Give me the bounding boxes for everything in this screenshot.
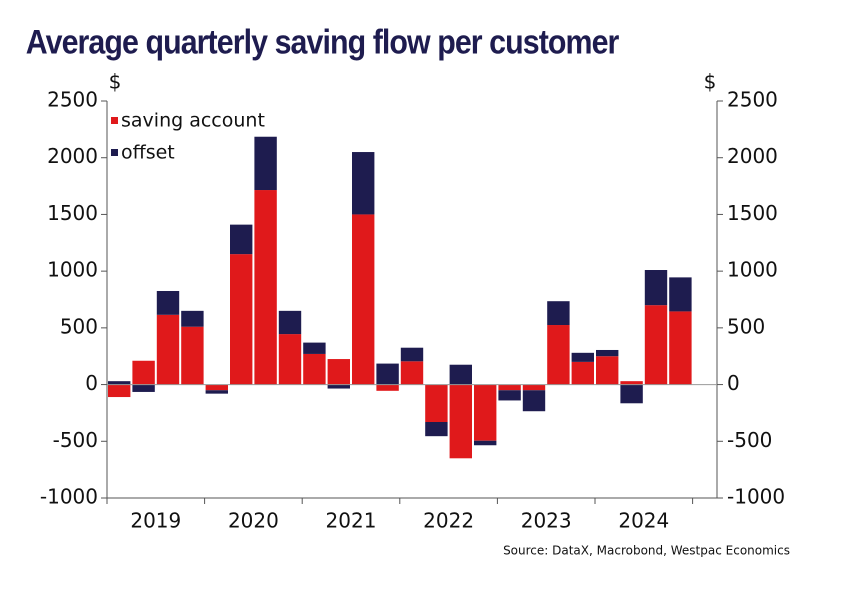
bar <box>327 384 350 389</box>
y-tick-label: 2000 <box>47 144 98 168</box>
bar <box>522 390 546 412</box>
bar <box>156 314 180 385</box>
bar <box>181 310 204 327</box>
y-tick-label: 500 <box>60 314 98 338</box>
y2-tick-label: -1000 <box>727 485 785 509</box>
y2-tick-label: 2500 <box>727 88 778 112</box>
y2-tick-label: 500 <box>727 314 765 338</box>
y2-tick-label: -500 <box>727 428 772 452</box>
bar <box>303 342 326 354</box>
year-label: 2023 <box>521 509 572 533</box>
bar <box>474 440 497 446</box>
y2-unit: $ <box>704 70 717 94</box>
bar <box>425 422 448 437</box>
bar <box>400 361 424 385</box>
bar <box>278 310 302 335</box>
bar <box>278 334 302 385</box>
bar <box>571 352 594 362</box>
bar <box>596 349 619 357</box>
bar <box>620 384 643 404</box>
bar <box>254 136 277 191</box>
bar <box>205 390 228 394</box>
bar <box>205 384 228 391</box>
y-tick-label: -500 <box>53 428 98 452</box>
bar <box>132 360 155 385</box>
legend-label: saving account <box>121 110 265 132</box>
bar <box>644 270 668 306</box>
bar <box>620 381 643 385</box>
bar <box>303 353 326 385</box>
bar <box>132 384 155 392</box>
bar <box>230 254 253 385</box>
bar <box>376 384 399 391</box>
legend-label: offset <box>121 142 175 164</box>
year-label: 2020 <box>228 509 279 533</box>
bar <box>669 311 692 385</box>
bar <box>644 305 668 385</box>
y2-tick-label: 2000 <box>727 144 778 168</box>
bar <box>400 347 424 362</box>
bar <box>449 384 472 459</box>
bar <box>474 384 497 441</box>
bar <box>181 326 204 385</box>
bar <box>352 214 375 385</box>
bar <box>230 224 253 255</box>
bar <box>108 384 131 398</box>
bar <box>327 359 350 385</box>
bar <box>425 384 448 423</box>
y-tick-label: 1000 <box>47 258 98 282</box>
bar <box>376 363 399 385</box>
y2-tick-label: 1000 <box>727 258 778 282</box>
source: Source: DataX, Macrobond, Westpac Econom… <box>503 544 790 558</box>
y-tick-label: 2500 <box>47 88 98 112</box>
bar <box>498 384 521 391</box>
legend-swatch <box>111 117 118 124</box>
bar <box>522 384 546 391</box>
bar <box>254 190 277 385</box>
chart-title: Average quarterly saving flow per custom… <box>26 22 620 60</box>
year-label: 2022 <box>423 509 474 533</box>
bar <box>596 356 619 385</box>
bar <box>669 277 692 312</box>
bar <box>571 361 594 385</box>
legend-swatch <box>111 149 118 156</box>
bar <box>498 390 521 401</box>
y2-tick-label: 1500 <box>727 201 778 225</box>
y-tick-label: -1000 <box>40 485 98 509</box>
bar <box>547 301 570 326</box>
y-tick-label: 0 <box>85 371 98 395</box>
bar <box>547 325 570 385</box>
year-label: 2021 <box>326 509 377 533</box>
bar <box>108 381 131 385</box>
bar <box>449 364 472 385</box>
bar <box>156 290 180 315</box>
y2-tick-label: 0 <box>727 371 740 395</box>
y-unit: $ <box>109 70 122 94</box>
y-tick-label: 1500 <box>47 201 98 225</box>
year-label: 2024 <box>618 509 669 533</box>
bar <box>352 152 375 215</box>
year-label: 2019 <box>130 509 181 533</box>
